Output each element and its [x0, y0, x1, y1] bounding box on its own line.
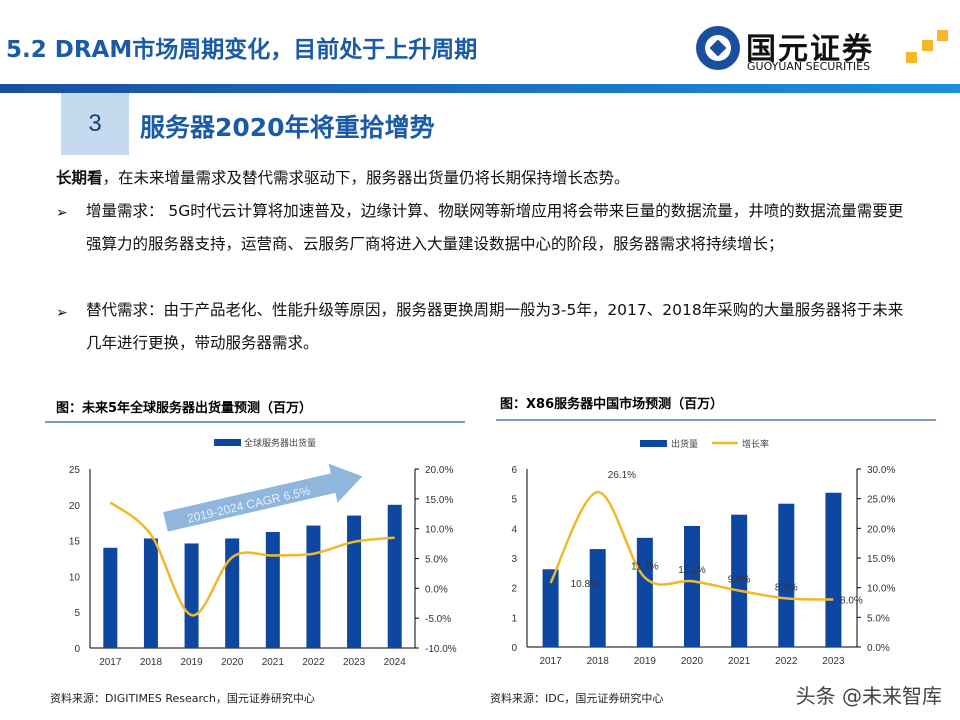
x-tick-label: 2017	[539, 656, 562, 667]
y-left-tick-label: 3	[511, 554, 517, 565]
x-tick-label: 2024	[384, 657, 407, 668]
header-bar	[0, 84, 960, 93]
y-right-tick-label: 25.0%	[867, 495, 895, 506]
watermark: 头条 @未来智库	[795, 684, 942, 708]
y-left-tick-label: 0	[511, 643, 517, 654]
growth-line	[109, 501, 395, 617]
chart2-source: 资料来源：IDC，国元证券研究中心	[490, 692, 664, 705]
section-title: 服务器2020年将重拾增势	[140, 113, 435, 142]
chart2-title: 图：X86服务器中国市场预测（百万）	[500, 397, 724, 412]
bar-2019	[184, 543, 199, 648]
legend-bar-swatch	[640, 440, 667, 447]
y-left-tick-label: 20	[69, 501, 81, 512]
divider	[45, 421, 465, 423]
bar-2022	[778, 503, 795, 647]
y-left-tick-label: 5	[74, 608, 80, 619]
y-right-tick-label: 15.0%	[425, 495, 453, 506]
bar-2024	[387, 504, 402, 648]
y-left-tick-label: 4	[511, 524, 517, 535]
chart1-source: 资料来源：DIGITIMES Research，国元证券研究中心	[50, 692, 315, 705]
bar-2022	[306, 525, 321, 648]
data-label: 8.2%	[775, 582, 798, 593]
lead-paragraph: 长期看，在未来增量需求及替代需求驱动下，服务器出货量仍将长期保持增长态势。	[56, 162, 916, 195]
logo-mark-icon	[696, 26, 948, 70]
y-left-tick-label: 1	[511, 613, 517, 624]
divider	[496, 419, 936, 421]
y-right-tick-label: -10.0%	[425, 644, 457, 655]
y-right-tick-label: 30.0%	[867, 465, 895, 476]
x-tick-label: 2018	[140, 657, 163, 668]
lead-bold: 长期看	[56, 169, 103, 187]
bullet-replacement: 替代需求：由于产品老化、性能升级等原因，服务器更换周期一般为3-5年，2017、…	[86, 301, 904, 352]
y-right-tick-label: 0.0%	[425, 584, 448, 595]
x-tick-label: 2019	[180, 657, 203, 668]
legend-label: 全球服务器出货量	[244, 437, 316, 448]
cagr-arrow: 2019-2024 CAGR 6.5%	[163, 463, 363, 532]
data-label: 26.1%	[608, 470, 636, 481]
y-left-tick-label: 2	[511, 584, 517, 595]
bar-2021	[265, 532, 280, 648]
x-tick-label: 2023	[343, 657, 366, 668]
bar-2017	[103, 547, 118, 648]
growth-line	[549, 490, 834, 601]
x-tick-label: 2021	[728, 656, 751, 667]
slide-title: 5.2 DRAM市场周期变化，目前处于上升周期	[6, 37, 478, 63]
x-tick-label: 2021	[262, 657, 285, 668]
y-right-tick-label: 0.0%	[867, 643, 890, 654]
bar-2021	[731, 514, 748, 647]
y-left-tick-label: 5	[511, 495, 517, 506]
x-tick-label: 2020	[221, 657, 244, 668]
bar-2018	[143, 538, 158, 648]
y-right-tick-label: 20.0%	[867, 524, 895, 535]
bar-2018	[589, 549, 606, 647]
y-right-tick-label: 20.0%	[425, 465, 453, 476]
logo-cn: 国元证券	[746, 32, 874, 67]
legend-label: 增长率	[742, 438, 769, 449]
y-right-tick-label: 5.0%	[867, 613, 890, 624]
data-label: 11.7%	[631, 562, 659, 573]
y-right-tick-label: 5.0%	[425, 555, 448, 566]
arrow-bullet-icon: ➢	[56, 305, 68, 321]
y-right-tick-label: 15.0%	[867, 554, 895, 565]
legend-bar-swatch	[214, 439, 241, 446]
x-tick-label: 2023	[822, 656, 845, 667]
logo-en: GUOYUAN SECURITIES	[747, 60, 871, 73]
legend-label: 出货量	[671, 438, 698, 449]
x-tick-label: 2017	[99, 657, 122, 668]
data-label: 9.5%	[728, 575, 751, 586]
data-label: 8.0%	[840, 596, 863, 607]
bar-2020	[684, 525, 700, 647]
x-tick-label: 2022	[775, 656, 798, 667]
y-left-tick-label: 15	[69, 537, 81, 548]
x-tick-label: 2022	[302, 657, 325, 668]
y-left-tick-label: 6	[511, 465, 517, 476]
chart1-title: 图：未来5年全球服务器出货量预测（百万）	[56, 401, 313, 416]
lead-text: ，在未来增量需求及替代需求驱动下，服务器出货量仍将长期保持增长态势。	[102, 169, 630, 187]
arrow-bullet-icon: ➢	[56, 205, 68, 221]
bar-2017	[542, 569, 559, 647]
y-left-tick-label: 10	[69, 572, 81, 583]
company-logo: 国元证券 GUOYUAN SECURITIES	[690, 22, 960, 82]
x-tick-label: 2020	[681, 656, 704, 667]
bar-2023	[347, 515, 362, 648]
data-label: 10.8%	[571, 579, 599, 590]
y-left-tick-label: 25	[69, 465, 81, 476]
data-label: 11.1%	[678, 565, 706, 576]
bar-2023	[825, 492, 842, 647]
y-right-tick-label: 10.0%	[867, 584, 895, 595]
y-left-tick-label: 0	[74, 644, 80, 655]
x-tick-label: 2018	[587, 656, 610, 667]
bar-2019	[636, 537, 653, 647]
y-right-tick-label: 10.0%	[425, 525, 453, 536]
x-tick-label: 2019	[634, 656, 657, 667]
bullet-increment: 增量需求： 5G时代云计算将加速普及，边缘计算、物联网等新增应用将会带来巨量的数…	[86, 202, 904, 253]
bar-2020	[225, 538, 240, 648]
y-right-tick-label: -5.0%	[425, 614, 451, 625]
section-number: 3	[61, 93, 129, 155]
arrow-shape	[163, 463, 363, 532]
